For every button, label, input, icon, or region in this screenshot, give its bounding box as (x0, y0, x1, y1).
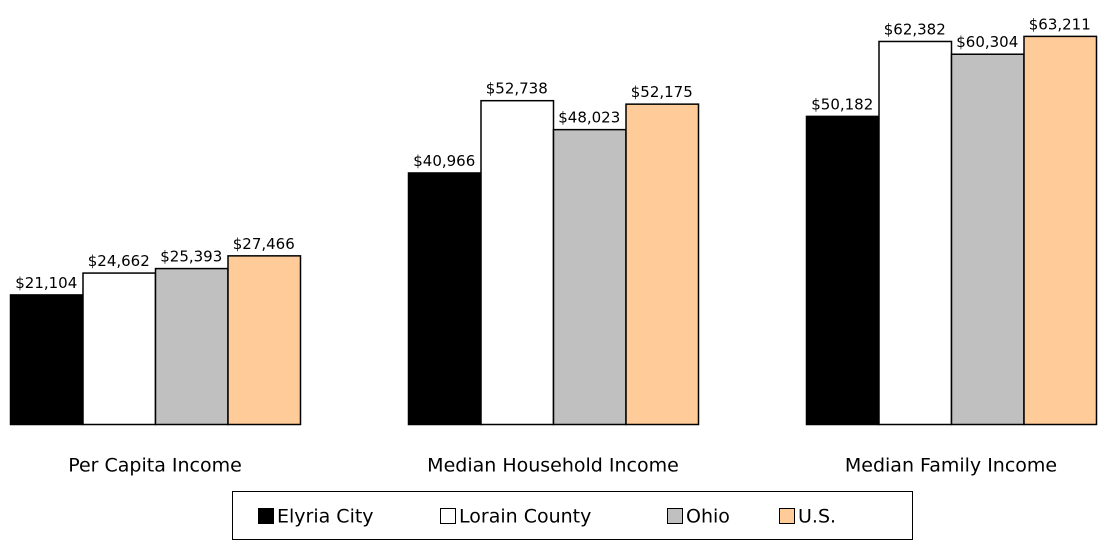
value-label: $63,211 (1029, 15, 1091, 33)
value-label: $24,662 (88, 252, 150, 270)
legend-label: U.S. (798, 506, 836, 528)
bar (878, 40, 953, 426)
legend-label: Ohio (686, 506, 730, 528)
legend-swatch (667, 508, 683, 524)
bar (805, 115, 880, 426)
legend-swatch (258, 508, 274, 524)
category-label: Median Household Income (427, 455, 679, 477)
legend-label: Lorain County (459, 506, 591, 528)
bar (1023, 35, 1098, 426)
value-label: $52,738 (486, 80, 548, 98)
legend-box (232, 491, 913, 540)
value-label: $60,304 (956, 33, 1018, 51)
bar (552, 128, 627, 426)
bar (227, 255, 302, 426)
bar (154, 267, 229, 426)
value-label: $40,966 (413, 152, 475, 170)
value-label: $50,182 (811, 95, 873, 113)
bar (407, 172, 482, 426)
value-label: $27,466 (233, 235, 295, 253)
value-label: $48,023 (558, 109, 620, 127)
category-label: Per Capita Income (68, 455, 242, 477)
value-label: $52,175 (631, 83, 693, 101)
legend-swatch (779, 508, 795, 524)
bar (82, 272, 157, 426)
value-label: $62,382 (884, 20, 946, 38)
bar (9, 294, 84, 426)
bar (625, 103, 700, 426)
bar (480, 99, 555, 426)
legend-swatch (440, 508, 456, 524)
legend-label: Elyria City (277, 506, 374, 528)
value-label: $25,393 (160, 248, 222, 266)
bar (950, 53, 1025, 426)
category-label: Median Family Income (845, 455, 1057, 477)
value-label: $21,104 (15, 274, 77, 292)
